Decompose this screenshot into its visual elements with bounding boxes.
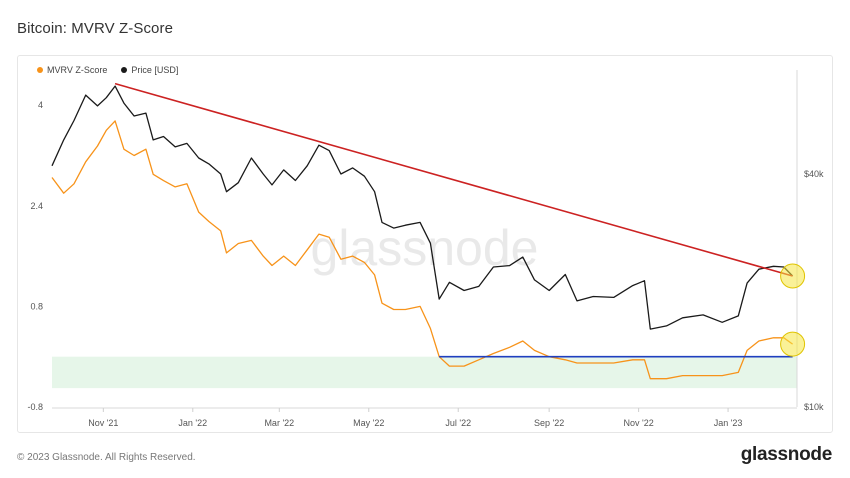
legend: MVRV Z-Score Price [USD] <box>37 65 178 75</box>
legend-label-mvrv: MVRV Z-Score <box>47 65 108 75</box>
x-tick-label: May '22 <box>353 418 384 428</box>
y-left-tick-label: 2.4 <box>30 201 43 211</box>
x-tick-label: Sep '22 <box>534 418 564 428</box>
chart-panel <box>17 55 833 433</box>
legend-swatch-price <box>121 67 128 73</box>
y-right-tick-label: $40k <box>804 169 824 179</box>
x-tick-label: Mar '22 <box>264 418 294 428</box>
x-tick-label: Nov '22 <box>623 418 653 428</box>
series-line-mvrv <box>51 120 793 380</box>
legend-label-price: Price [USD] <box>131 65 179 75</box>
x-tick-label: Jan '22 <box>178 418 207 428</box>
y-left-tick-label: 4 <box>38 100 43 110</box>
glassnode-logo[interactable]: glassnode <box>740 444 833 465</box>
highlight-circle <box>780 331 806 357</box>
series-line-price <box>51 85 794 330</box>
legend-item-mvrv[interactable]: MVRV Z-Score <box>37 65 107 75</box>
legend-swatch-mvrv <box>37 67 43 73</box>
y-left-tick-label: 0.8 <box>30 301 43 311</box>
y-left-tick-label: -0.8 <box>27 402 43 412</box>
copyright-text: © 2023 Glassnode. All Rights Reserved. <box>17 452 196 463</box>
resistance-trendline <box>114 82 793 277</box>
watermark-text: glassnode <box>311 220 539 276</box>
green-band <box>52 356 797 389</box>
x-tick-label: Jan '23 <box>714 418 743 428</box>
x-tick-label: Nov '21 <box>88 418 118 428</box>
chart-title: Bitcoin: MVRV Z-Score <box>17 20 174 37</box>
highlight-circle <box>780 263 806 289</box>
legend-item-price[interactable]: Price [USD] <box>121 65 178 75</box>
y-right-tick-label: $10k <box>804 402 824 412</box>
x-tick-label: Jul '22 <box>445 418 471 428</box>
